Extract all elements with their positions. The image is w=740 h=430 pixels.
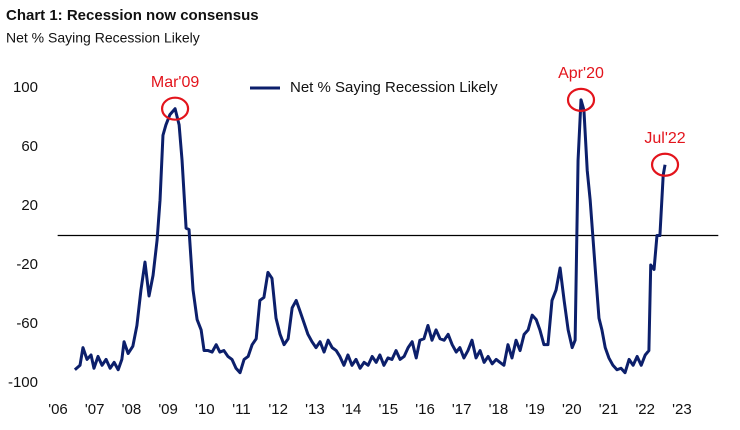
x-tick-label: '09 — [158, 401, 178, 418]
x-tick-label: '14 — [342, 401, 362, 418]
legend-label: Net % Saying Recession Likely — [290, 79, 498, 96]
x-tick-label: '06 — [48, 401, 68, 418]
chart-subtitle: Net % Saying Recession Likely — [6, 30, 200, 46]
y-tick-label: -60 — [16, 315, 38, 332]
y-tick-label: -100 — [8, 374, 38, 391]
x-tick-label: '23 — [672, 401, 692, 418]
x-tick-label: '19 — [525, 401, 545, 418]
y-tick-label: 60 — [21, 138, 38, 155]
y-tick-label: 20 — [21, 197, 38, 214]
annotation-label: Mar'09 — [151, 74, 200, 91]
x-tick-label: '12 — [268, 401, 288, 418]
x-tick-label: '18 — [489, 401, 509, 418]
x-tick-label: '13 — [305, 401, 325, 418]
annotation-circle — [566, 87, 596, 112]
x-tick-label: '08 — [122, 401, 142, 418]
annotation-label: Jul'22 — [644, 130, 685, 147]
x-tick-label: '16 — [415, 401, 435, 418]
x-tick-label: '07 — [85, 401, 105, 418]
x-tick-label: '15 — [379, 401, 399, 418]
x-tick-label: '11 — [232, 401, 250, 418]
line-series — [73, 98, 667, 375]
x-tick-label: '17 — [452, 401, 472, 418]
annotation-circle — [160, 96, 190, 121]
y-tick-label: -20 — [16, 256, 38, 273]
x-tick-label: '20 — [562, 401, 582, 418]
x-tick-label: '22 — [635, 401, 655, 418]
x-tick-label: '21 — [599, 401, 619, 418]
y-tick-label: 100 — [13, 79, 38, 96]
chart-title: Chart 1: Recession now consensus — [6, 7, 259, 24]
x-tick-label: '10 — [195, 401, 215, 418]
annotation-circle — [650, 152, 680, 177]
annotation-label: Apr'20 — [558, 65, 604, 82]
